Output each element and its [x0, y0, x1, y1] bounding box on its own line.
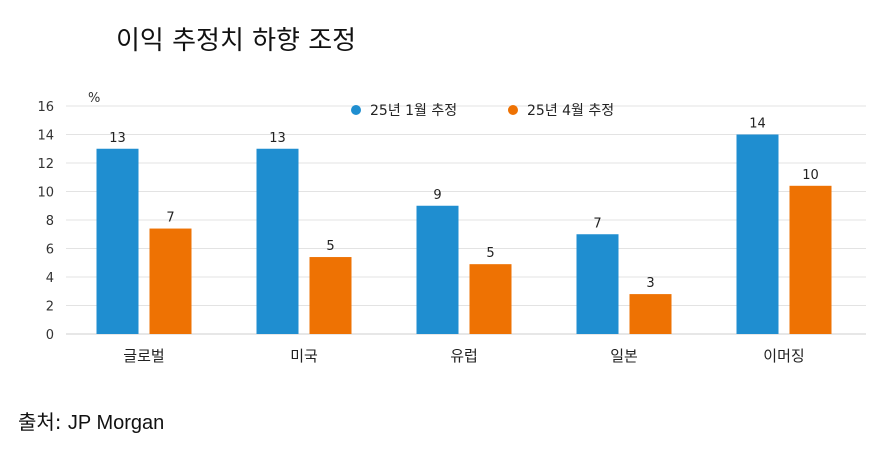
y-tick-label: 2 [46, 300, 54, 315]
bar [256, 148, 299, 334]
y-tick-label: 8 [46, 214, 54, 229]
source-label: 출처: [18, 410, 62, 434]
y-tick-label: 16 [37, 100, 54, 115]
data-labels: 13 7 13 5 9 5 7 3 14 10 [109, 117, 819, 292]
bar [469, 264, 512, 334]
legend-marker [351, 105, 361, 115]
data-label: 5 [326, 239, 334, 254]
legend-marker [508, 105, 518, 115]
y-axis-unit-label: % [88, 91, 100, 106]
bar [576, 234, 619, 334]
y-axis-ticks: 0 2 4 6 8 10 12 14 16 [37, 100, 54, 343]
y-tick-label: 4 [46, 271, 54, 286]
legend-label: 25년 1월 추정 [370, 103, 457, 119]
x-tick-label: 이머징 [763, 347, 804, 365]
x-tick-label: 미국 [290, 347, 318, 365]
legend-label: 25년 4월 추정 [527, 103, 614, 119]
x-tick-label: 일본 [610, 347, 638, 365]
data-label: 3 [646, 276, 654, 291]
legend: 25년 1월 추정 25년 4월 추정 [351, 103, 614, 119]
x-tick-label: 글로벌 [123, 347, 164, 365]
bar [149, 228, 192, 334]
data-label: 7 [593, 216, 601, 231]
y-tick-label: 0 [46, 328, 54, 343]
y-tick-label: 14 [37, 129, 54, 144]
bar [416, 205, 459, 334]
data-label: 9 [433, 188, 441, 203]
bar [96, 148, 139, 334]
y-tick-label: 6 [46, 243, 54, 258]
y-tick-label: 10 [37, 186, 54, 201]
bar [629, 294, 672, 334]
bar [736, 134, 779, 334]
data-label: 10 [802, 168, 819, 183]
source-note: 출처: JP Morgan [18, 406, 164, 435]
data-label: 13 [269, 131, 286, 146]
grid-lines [66, 105, 866, 335]
x-axis-categories: 글로벌 미국 유럽 일본 이머징 [123, 347, 804, 365]
x-tick-label: 유럽 [450, 347, 478, 365]
data-label: 14 [749, 117, 766, 132]
chart-title: 이익 추정치 하향 조정 [116, 26, 357, 56]
source-name: JP Morgan [67, 412, 165, 434]
bar [789, 185, 832, 334]
data-label: 13 [109, 131, 126, 146]
data-label: 5 [486, 246, 494, 261]
bar [309, 257, 352, 334]
y-tick-label: 12 [37, 157, 54, 172]
data-label: 7 [166, 211, 174, 226]
bars [96, 134, 832, 334]
